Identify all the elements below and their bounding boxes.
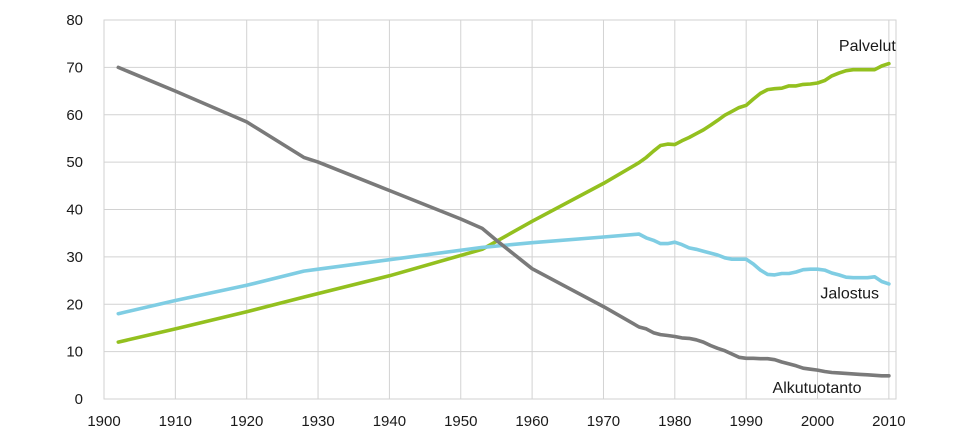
series-lines (116, 61, 891, 378)
gridlines (103, 19, 896, 400)
y-tick-label: 20 (66, 296, 83, 313)
y-tick-label: 0 (75, 391, 83, 408)
series-line-palvelut (116, 61, 891, 344)
y-tick-label: 60 (66, 107, 83, 124)
y-tick-label: 80 (66, 12, 83, 29)
x-tick-label: 1940 (373, 413, 406, 430)
y-tick-label: 30 (66, 249, 83, 266)
x-tick-label: 1950 (444, 413, 477, 430)
tick-labels: 1900 1910 1920 1930 1940 1950 1960 1970 1980 1990… (66, 12, 905, 430)
x-tick-label: 1910 (159, 413, 192, 430)
series-labels: Palvelut Jalostus Alkutuotanto (773, 38, 897, 397)
y-tick-label: 50 (66, 154, 83, 171)
x-tick-label: 1990 (729, 413, 762, 430)
y-tick-label: 10 (66, 344, 83, 361)
x-tick-label: 1960 (515, 413, 548, 430)
series-line-jalostus (116, 232, 891, 316)
x-tick-label: 2000 (801, 413, 834, 430)
series-label-alkutuotanto: Alkutuotanto (773, 380, 862, 397)
plot-frame (103, 19, 897, 400)
x-tick-label: 1900 (87, 413, 120, 430)
series-label-jalostus: Jalostus (820, 286, 879, 303)
x-tick-label: 1980 (658, 413, 691, 430)
x-tick-label: 2010 (872, 413, 905, 430)
y-tick-label: 40 (66, 202, 83, 219)
x-tick-label: 1920 (230, 413, 263, 430)
y-tick-label: 70 (66, 59, 83, 76)
series-label-palvelut: Palvelut (839, 38, 896, 55)
series-line-alkutuotanto (116, 65, 891, 378)
x-tick-label: 1970 (587, 413, 620, 430)
x-tick-label: 1930 (301, 413, 334, 430)
